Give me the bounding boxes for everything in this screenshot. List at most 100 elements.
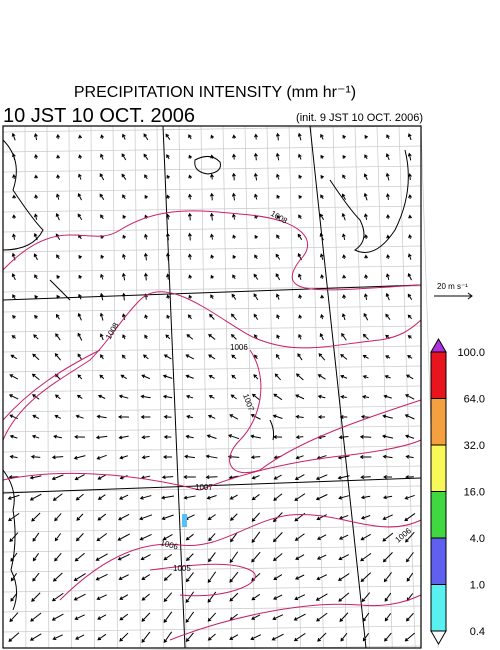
grid-line xyxy=(24,125,27,649)
wind-arrow xyxy=(384,632,392,642)
wind-arrow xyxy=(341,332,347,341)
colorbar: 100.0 64.0 32.0 16.0 4.0 1.0 0.4 xyxy=(430,337,485,646)
wind-arrow xyxy=(165,133,171,140)
wind-arrow xyxy=(30,612,42,622)
wind-arrow xyxy=(340,632,348,642)
wind-arrow xyxy=(295,455,304,460)
wind-arrow xyxy=(293,613,306,621)
wind-arrow xyxy=(405,475,414,480)
wind-arrow xyxy=(119,632,129,642)
wind-arrow xyxy=(186,553,194,562)
wind-arrow xyxy=(386,254,391,260)
wind-arrow xyxy=(337,475,350,480)
wind-arrow xyxy=(210,294,214,300)
wind-arrow xyxy=(341,193,346,201)
precip-patch xyxy=(182,514,187,527)
wind-arrow xyxy=(32,572,40,582)
wind-arrow xyxy=(251,531,261,543)
wind-arrow xyxy=(295,414,304,419)
wind-arrow xyxy=(119,455,128,460)
wind-arrow xyxy=(165,273,170,280)
wind-arrow xyxy=(337,455,350,460)
wind-arrow xyxy=(405,434,415,439)
wind-arrow xyxy=(51,455,64,460)
coast xyxy=(49,279,275,441)
wind-arrow xyxy=(342,274,347,279)
wind-arrow xyxy=(139,533,152,541)
wind-arrow xyxy=(251,494,260,501)
wind-arrow xyxy=(230,313,237,321)
wind-arrow xyxy=(96,533,108,542)
grid-line xyxy=(2,205,422,213)
grid-line xyxy=(2,565,422,573)
wind-arrow xyxy=(185,354,194,360)
wind-arrow xyxy=(8,632,20,642)
wind-arrow xyxy=(320,133,324,140)
wind-arrow xyxy=(208,333,216,340)
wind-arrow xyxy=(273,434,283,439)
wind-arrow xyxy=(205,454,218,459)
colorbar-label: 100.0 xyxy=(457,347,485,359)
colorbar-band xyxy=(430,444,447,492)
wind-arrow xyxy=(33,253,38,261)
wind-arrow xyxy=(34,194,39,199)
wind-arrow xyxy=(408,194,412,199)
wind-arrow xyxy=(382,514,393,521)
wind-arrow xyxy=(144,194,149,199)
wind-arrow xyxy=(122,133,126,140)
wind-arrow xyxy=(119,594,129,600)
wind-arrow xyxy=(12,314,16,319)
wind-arrow xyxy=(73,455,86,460)
wind-arrow xyxy=(407,272,412,281)
wind-arrow xyxy=(11,132,16,141)
wind-arrow xyxy=(122,234,127,239)
wind-arrow xyxy=(272,614,284,621)
colorbar-label: 64.0 xyxy=(464,394,485,406)
map: 1008 1008 1006 1007 1007 1006 1005 1006 xyxy=(2,125,439,650)
wind-arrow xyxy=(298,214,302,220)
wind-arrow xyxy=(139,495,152,500)
wind-arrow xyxy=(165,334,171,340)
wind-arrow xyxy=(253,273,259,280)
wind-arrow xyxy=(75,634,85,640)
wind-arrow xyxy=(10,552,18,562)
wind-arrow xyxy=(186,414,194,419)
wind-arrow xyxy=(405,552,414,563)
wind-arrow xyxy=(163,414,172,419)
wind-arrow xyxy=(315,494,328,501)
wind-arrow xyxy=(251,393,260,401)
wind-arrow xyxy=(385,313,391,320)
wind-arrow xyxy=(251,512,260,522)
wind-arrow xyxy=(12,294,16,300)
wind-arrow xyxy=(55,193,60,200)
wind-arrow xyxy=(254,234,259,239)
wind-arrow xyxy=(9,612,19,623)
wind-arrow xyxy=(337,573,350,581)
wind-arrow xyxy=(315,474,328,481)
wind-arrow xyxy=(32,414,40,420)
wind-arrow xyxy=(316,574,328,581)
wind-arrow xyxy=(9,434,18,439)
wind-arrow xyxy=(341,313,346,321)
wind-arrow xyxy=(229,494,238,500)
wind-arrow xyxy=(100,273,104,280)
wind-arrow xyxy=(31,512,41,522)
wind-arrow xyxy=(97,394,106,399)
wind-arrow xyxy=(117,533,130,541)
wind-arrow xyxy=(207,514,216,521)
wind-arrow xyxy=(77,353,83,361)
wind-arrow xyxy=(295,394,305,400)
wind-arrow xyxy=(231,374,237,379)
wind-arrow xyxy=(11,335,16,339)
wind-arrow xyxy=(31,592,41,602)
wind-arrow xyxy=(121,354,126,360)
wind-arrow xyxy=(298,294,303,300)
wind-arrow xyxy=(208,374,215,379)
wind-arrow xyxy=(298,174,303,179)
grid-line xyxy=(288,125,302,649)
wind-arrow xyxy=(121,153,127,161)
wind-arrow xyxy=(162,394,173,399)
wind-arrow xyxy=(188,134,192,140)
wind-arrow xyxy=(295,435,304,440)
wind-arrow xyxy=(250,434,261,439)
